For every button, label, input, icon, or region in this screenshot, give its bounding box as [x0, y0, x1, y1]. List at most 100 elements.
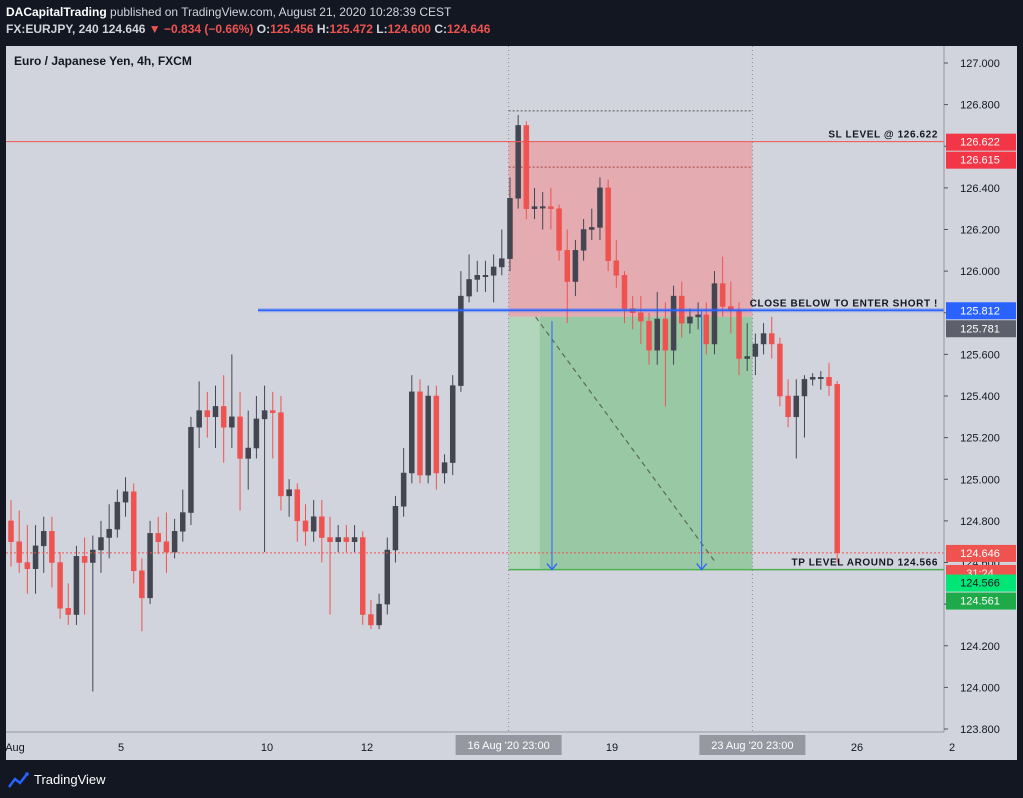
- candle[interactable]: [531, 187, 538, 220]
- candle[interactable]: [801, 375, 808, 438]
- candle[interactable]: [114, 489, 121, 538]
- candle[interactable]: [106, 504, 112, 559]
- candle[interactable]: [777, 337, 783, 407]
- candle[interactable]: [417, 379, 423, 484]
- candle[interactable]: [16, 510, 22, 573]
- candle[interactable]: [335, 525, 341, 553]
- candle[interactable]: [171, 518, 178, 559]
- candle[interactable]: [474, 260, 481, 292]
- candle[interactable]: [556, 204, 562, 261]
- candle[interactable]: [302, 504, 309, 546]
- candle[interactable]: [40, 516, 47, 573]
- candle[interactable]: [433, 385, 440, 490]
- candle[interactable]: [589, 208, 595, 240]
- candle[interactable]: [98, 520, 104, 573]
- candle[interactable]: [130, 483, 137, 584]
- candle[interactable]: [507, 177, 513, 272]
- candle[interactable]: [818, 371, 824, 390]
- candle[interactable]: [719, 256, 726, 317]
- candle[interactable]: [139, 558, 145, 632]
- candle[interactable]: [180, 489, 186, 542]
- candle[interactable]: [834, 381, 840, 563]
- candle[interactable]: [319, 500, 325, 563]
- candle[interactable]: [32, 525, 39, 594]
- candle[interactable]: [466, 254, 472, 303]
- candle[interactable]: [24, 525, 31, 594]
- candle[interactable]: [809, 373, 816, 386]
- candle[interactable]: [515, 115, 521, 209]
- candle[interactable]: [441, 454, 448, 484]
- candle[interactable]: [654, 291, 660, 365]
- candle[interactable]: [687, 308, 693, 334]
- tradingview-brand[interactable]: TradingView: [34, 772, 106, 787]
- candle[interactable]: [73, 545, 80, 625]
- price-chart[interactable]: SL LEVEL @ 126.622 CLOSE BELOW TO ENTER S…: [6, 46, 1017, 760]
- candle[interactable]: [482, 260, 489, 292]
- candle[interactable]: [613, 239, 620, 288]
- candle[interactable]: [163, 512, 170, 573]
- candle[interactable]: [499, 229, 505, 276]
- candle[interactable]: [359, 531, 366, 625]
- candle[interactable]: [90, 535, 96, 692]
- candle[interactable]: [548, 187, 554, 230]
- candle[interactable]: [310, 500, 317, 542]
- candle[interactable]: [752, 333, 759, 376]
- candle[interactable]: [65, 583, 72, 625]
- candle[interactable]: [760, 323, 767, 355]
- candle[interactable]: [8, 500, 14, 567]
- candle[interactable]: [425, 385, 431, 484]
- tradingview-logo-icon[interactable]: [8, 772, 30, 790]
- candle[interactable]: [662, 302, 669, 407]
- candle[interactable]: [261, 385, 268, 553]
- candle[interactable]: [49, 516, 55, 588]
- candle[interactable]: [253, 396, 260, 459]
- candle[interactable]: [605, 179, 611, 272]
- candle[interactable]: [376, 593, 382, 630]
- candle[interactable]: [523, 121, 530, 220]
- candle[interactable]: [826, 362, 832, 396]
- candle[interactable]: [572, 239, 579, 297]
- candle[interactable]: [744, 323, 750, 372]
- candle[interactable]: [400, 448, 407, 517]
- candle[interactable]: [793, 379, 800, 459]
- candle[interactable]: [220, 375, 227, 463]
- candle[interactable]: [286, 479, 292, 517]
- candle[interactable]: [597, 177, 603, 240]
- candle[interactable]: [768, 316, 775, 359]
- candle[interactable]: [646, 312, 652, 365]
- candle[interactable]: [392, 495, 399, 563]
- candle[interactable]: [351, 525, 358, 553]
- candle[interactable]: [81, 537, 88, 615]
- candle[interactable]: [711, 271, 718, 355]
- candle[interactable]: [449, 375, 456, 476]
- candle[interactable]: [327, 516, 333, 615]
- candle[interactable]: [204, 391, 211, 438]
- author-name[interactable]: DACapitalTrading: [6, 5, 107, 19]
- candle[interactable]: [785, 379, 791, 428]
- chart-area[interactable]: SL LEVEL @ 126.622 CLOSE BELOW TO ENTER S…: [6, 46, 1017, 760]
- candle[interactable]: [490, 254, 497, 303]
- candle[interactable]: [670, 285, 677, 365]
- candle[interactable]: [384, 537, 391, 615]
- candle[interactable]: [122, 477, 129, 517]
- candle[interactable]: [539, 192, 546, 230]
- candle[interactable]: [695, 302, 701, 330]
- candle[interactable]: [368, 599, 374, 630]
- candle[interactable]: [57, 552, 63, 619]
- symbol-label[interactable]: FX:EURJPY, 240: [6, 22, 99, 36]
- candle[interactable]: [294, 483, 301, 542]
- candle[interactable]: [621, 271, 628, 324]
- candle[interactable]: [580, 219, 587, 261]
- candle[interactable]: [188, 416, 194, 526]
- candle[interactable]: [638, 296, 644, 344]
- candle[interactable]: [147, 520, 153, 605]
- candle[interactable]: [155, 516, 161, 555]
- candle[interactable]: [196, 381, 202, 449]
- candle[interactable]: [343, 525, 350, 553]
- candle[interactable]: [270, 391, 276, 459]
- candle[interactable]: [229, 354, 235, 449]
- candle[interactable]: [212, 385, 219, 449]
- candle[interactable]: [564, 229, 570, 324]
- candle[interactable]: [703, 302, 710, 355]
- candle[interactable]: [409, 375, 415, 484]
